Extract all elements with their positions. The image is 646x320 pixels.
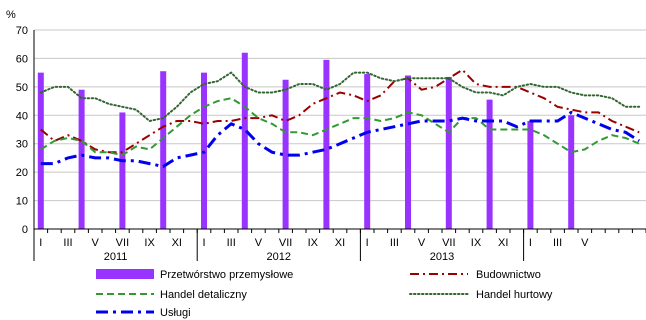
year-label: 2011 — [104, 251, 128, 263]
legend-label: Handel hurtowy — [476, 289, 553, 301]
y-tick-label: 20 — [16, 167, 28, 179]
x-tick-label: I — [202, 237, 205, 249]
x-tick-label: V — [255, 237, 263, 249]
x-tick-label: IX — [144, 237, 155, 249]
gridlines — [34, 29, 646, 202]
y-axis-label: % — [6, 9, 16, 21]
x-tick-label: III — [227, 237, 236, 249]
y-tick-label: 70 — [16, 25, 28, 37]
x-tick-label: III — [553, 237, 562, 249]
line-series — [39, 68, 641, 169]
x-tick-label: III — [390, 237, 399, 249]
series-line — [40, 97, 640, 157]
y-tick-label: 10 — [16, 196, 28, 208]
year-label: 2012 — [267, 251, 291, 263]
bar — [78, 89, 85, 229]
y-tick-label: 0 — [22, 224, 28, 236]
bar — [527, 120, 534, 229]
x-tick-label: VII — [116, 237, 129, 249]
x-tick-label: XI — [335, 237, 345, 249]
bar — [37, 72, 44, 230]
x-tick-label: V — [92, 237, 100, 249]
legend-label: Przetwórstwo przemysłowe — [160, 269, 293, 281]
x-tick-label: XI — [172, 237, 182, 249]
x-tick-label: V — [581, 237, 589, 249]
x-tick-label: I — [366, 237, 369, 249]
x-tick-label: I — [529, 237, 532, 249]
bar — [160, 71, 167, 229]
legend-label: Usługi — [160, 307, 191, 319]
bar — [486, 99, 493, 230]
bar — [445, 76, 452, 230]
x-tick-label: XI — [498, 237, 508, 249]
x-tick-label: VII — [442, 237, 455, 249]
y-tick-label: 60 — [16, 53, 28, 65]
legend-label: Handel detaliczny — [160, 289, 247, 301]
series-line — [39, 71, 641, 123]
legend: Przetwórstwo przemysłowe Budownictwo Hande… — [96, 269, 553, 319]
y-tick-label: 50 — [16, 82, 28, 94]
bar — [119, 112, 126, 229]
series-line — [40, 68, 640, 154]
x-tick-label: VII — [279, 237, 292, 249]
bar — [405, 75, 411, 229]
bar — [282, 79, 289, 229]
bar — [364, 74, 371, 229]
legend-label: Budownictwo — [476, 269, 541, 281]
y-tick-label: 40 — [16, 110, 28, 122]
x-tick-label: V — [418, 237, 426, 249]
year-label: 2013 — [430, 251, 454, 263]
x-tick-label: I — [39, 237, 42, 249]
bar-series — [37, 52, 575, 230]
x-tick-label: IX — [308, 237, 319, 249]
x-tick-label: IX — [471, 237, 482, 249]
y-tick-label: 30 — [16, 139, 28, 151]
bar — [568, 115, 575, 229]
x-tick-label: III — [63, 237, 72, 249]
bar — [241, 52, 248, 229]
bar — [323, 59, 330, 229]
legend-swatch — [96, 269, 154, 279]
series-line — [40, 110, 641, 169]
